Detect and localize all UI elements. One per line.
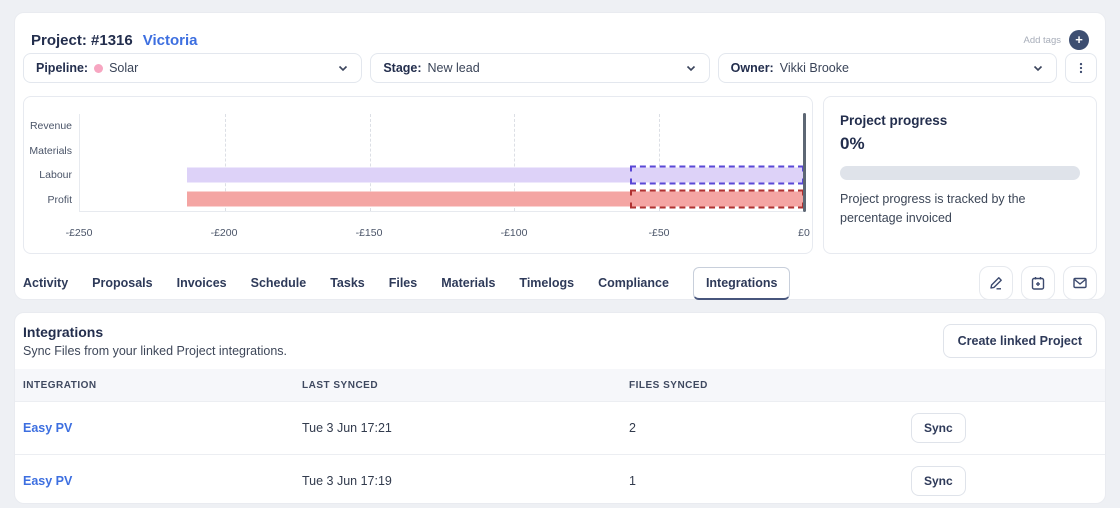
tab-compliance[interactable]: Compliance: [598, 276, 669, 290]
chevron-down-icon: [685, 62, 697, 74]
tab-proposals[interactable]: Proposals: [92, 276, 153, 290]
project-header: Project: #1316 Victoria Add tags +: [31, 25, 1089, 55]
owner-label: Owner:: [730, 61, 774, 75]
filter-row: Pipeline: Solar Stage: New lead Owner: V…: [23, 53, 1097, 83]
table-row: Easy PV Tue 3 Jun 17:21 2 Sync: [15, 401, 1105, 454]
project-tabs: Activity Proposals Invoices Schedule Tas…: [23, 265, 1097, 301]
sync-button[interactable]: Sync: [911, 466, 966, 496]
calendar-add-icon: [1031, 277, 1045, 290]
stage-label: Stage:: [383, 61, 422, 75]
last-synced-value: Tue 3 Jun 17:19: [302, 474, 392, 488]
progress-bar: [840, 166, 1080, 180]
progress-description: Project progress is tracked by the perce…: [840, 192, 1026, 226]
gridline: [514, 114, 516, 211]
tab-tasks[interactable]: Tasks: [330, 276, 365, 290]
chevron-down-icon: [1032, 62, 1044, 74]
edit-button[interactable]: [979, 266, 1013, 300]
chart-ylabels: Revenue Materials Labour Profit: [24, 114, 72, 212]
bar-dashed-overlay-labour: [630, 165, 804, 185]
bar-dashed-overlay-profit: [630, 189, 804, 209]
y-axis-category-label: Profit: [47, 193, 72, 206]
gridline: [369, 114, 371, 211]
financials-bar-chart: Revenue Materials Labour Profit -£250 -£200-…: [23, 96, 813, 254]
tab-integrations[interactable]: Integrations: [692, 266, 791, 300]
files-synced-value: 2: [629, 421, 636, 435]
column-header-files-synced: FILES SYNCED: [629, 379, 708, 391]
table-row: Easy PV Tue 3 Jun 17:19 1 Sync: [15, 454, 1105, 503]
email-envelope-icon: [1073, 277, 1087, 289]
pipeline-dropdown[interactable]: Pipeline: Solar: [23, 53, 363, 83]
zero-axis-line: [803, 113, 806, 212]
tab-materials[interactable]: Materials: [441, 276, 496, 290]
gridline: [224, 114, 226, 211]
pipeline-label: Pipeline:: [36, 61, 89, 75]
pipeline-color-dot: [94, 63, 104, 73]
progress-title: Project progress: [840, 113, 948, 128]
integrations-subtitle: Sync Files from your linked Project inte…: [23, 344, 287, 358]
gridline: [659, 114, 661, 211]
tab-activity[interactable]: Activity: [23, 276, 69, 290]
pipeline-value: Solar: [109, 61, 139, 75]
add-tags-button[interactable]: +: [1069, 30, 1089, 50]
integration-link[interactable]: Easy PV: [23, 474, 73, 488]
x-axis-tick-label: -£100: [500, 227, 528, 239]
stage-value: New lead: [427, 61, 480, 75]
tab-files[interactable]: Files: [388, 276, 418, 290]
chart-category-row: [80, 187, 804, 211]
chart-xticks: -£250 -£200 -£150 -£100 -£50 £0: [66, 227, 810, 241]
x-axis-tick-label: -£150: [355, 227, 383, 239]
y-axis-category-label: Materials: [29, 144, 72, 157]
bar-labour: [187, 167, 804, 183]
x-axis-tick-label: -£200: [210, 227, 238, 239]
integrations-title: Integrations: [23, 324, 104, 340]
files-synced-value: 1: [629, 474, 636, 488]
project-title: Project: #1316: [31, 31, 133, 49]
bar-profit: [187, 191, 804, 207]
y-axis-category-label: Labour: [39, 169, 72, 182]
x-axis-tick-label: -£50: [648, 227, 670, 239]
chart-category-row: [80, 114, 804, 138]
owner-value: Vikki Brooke: [779, 61, 849, 75]
project-name-link[interactable]: Victoria: [142, 31, 198, 49]
x-axis-tick-label: £0: [798, 227, 810, 239]
owner-dropdown[interactable]: Owner: Vikki Brooke: [717, 53, 1057, 83]
chevron-down-icon: [337, 62, 349, 74]
x-axis-tick-label: -£250: [65, 227, 93, 239]
progress-percent: 0%: [840, 134, 865, 153]
column-header-integration: INTEGRATION: [23, 379, 97, 391]
email-button[interactable]: [1063, 266, 1097, 300]
last-synced-value: Tue 3 Jun 17:21: [302, 421, 392, 435]
project-progress-card: Project progress 0% Project progress is …: [823, 96, 1097, 254]
edit-pencil-icon: [990, 277, 1002, 290]
chart-plot: [79, 113, 806, 212]
chart-category-row: [80, 138, 804, 162]
integrations-table-header: INTEGRATION LAST SYNCED FILES SYNCED: [15, 369, 1105, 401]
stage-dropdown[interactable]: Stage: New lead: [370, 53, 710, 83]
tab-invoices[interactable]: Invoices: [176, 276, 227, 290]
integrations-card: Integrations Sync Files from your linked…: [14, 312, 1106, 504]
kebab-menu-icon: [1079, 62, 1083, 74]
more-options-button[interactable]: [1064, 53, 1097, 83]
sync-button[interactable]: Sync: [911, 413, 966, 443]
column-header-last-synced: LAST SYNCED: [302, 379, 379, 391]
chart-category-row: [80, 163, 804, 187]
tab-timelogs[interactable]: Timelogs: [519, 276, 575, 290]
project-summary-card: Project: #1316 Victoria Add tags + Pipel…: [14, 12, 1106, 300]
calendar-add-button[interactable]: [1021, 266, 1055, 300]
y-axis-category-label: Revenue: [29, 120, 72, 133]
integration-link[interactable]: Easy PV: [23, 421, 73, 435]
add-tags-label: Add tags: [1023, 34, 1062, 46]
create-linked-project-button[interactable]: Create linked Project: [942, 324, 1097, 358]
tab-schedule[interactable]: Schedule: [250, 276, 307, 290]
